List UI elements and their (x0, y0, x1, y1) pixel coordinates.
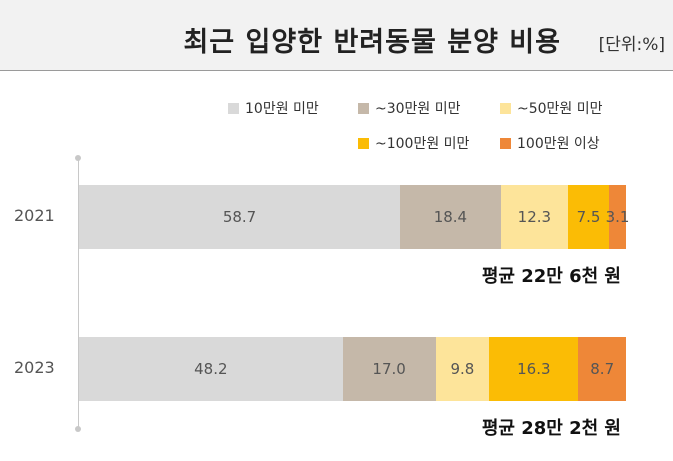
y-axis-line (78, 158, 79, 430)
chart-title: 최근 입양한 반려동물 분양 비용 (183, 27, 561, 58)
data-label: 3.1 (605, 208, 630, 226)
legend-swatch (500, 102, 511, 114)
bar-segment-2023-5: 8.7 (578, 337, 626, 401)
data-label: 18.4 (433, 208, 468, 226)
axis-bottom-dot (75, 426, 81, 432)
data-label: 8.7 (590, 360, 615, 378)
bar-segment-2021-5: 3.1 (606, 185, 629, 249)
data-label: 9.8 (450, 360, 475, 378)
legend-label: ~50만원 미만 (517, 101, 603, 117)
bar-segment-2023-1: 48.2 (79, 337, 343, 401)
bar-segment-2023-4: 16.3 (489, 337, 579, 401)
average-annotation-2023: 평균 28만 2천 원 (481, 418, 621, 439)
category-label-2021: 2021 (14, 206, 55, 225)
legend-item-2: ~30만원 미만 (358, 98, 461, 118)
data-label: 12.3 (517, 208, 552, 226)
legend-label: 100만원 이상 (517, 136, 600, 152)
data-label: 16.3 (517, 360, 551, 378)
legend-swatch (358, 102, 369, 114)
average-annotation-2021: 평균 22만 6천 원 (481, 266, 621, 287)
legend-item-1: 10만원 미만 (228, 98, 319, 118)
header-divider (0, 70, 673, 71)
legend-swatch (358, 137, 369, 149)
stacked-bar-2021: 58.7 18.4 12.3 7.5 3.1 (79, 185, 629, 249)
legend-label: ~100만원 미만 (375, 136, 470, 152)
legend-item-4: ~100만원 미만 (358, 133, 469, 153)
bar-segment-2021-1: 58.7 (79, 185, 401, 249)
bar-segment-2023-3: 9.8 (435, 337, 490, 401)
data-label: 58.7 (222, 208, 257, 226)
legend-label: 10만원 미만 (245, 101, 319, 117)
unit-label: [단위:%] (598, 35, 665, 55)
bar-segment-2021-4: 7.5 (568, 185, 610, 249)
bar-segment-2021-3: 12.3 (500, 185, 568, 249)
legend-label: ~30만원 미만 (375, 101, 461, 117)
data-label: 7.5 (576, 208, 601, 226)
legend-swatch (500, 137, 511, 149)
data-label: 17.0 (372, 360, 406, 378)
axis-top-dot (75, 155, 81, 161)
header (0, 0, 673, 70)
bar-segment-2021-2: 18.4 (400, 185, 501, 249)
legend-item-5: 100만원 이상 (500, 133, 600, 153)
legend-swatch (228, 102, 239, 114)
category-label-2023: 2023 (14, 358, 55, 377)
legend-item-3: ~50만원 미만 (500, 98, 603, 118)
data-label: 48.2 (194, 360, 228, 378)
stacked-bar-2023: 48.2 17.0 9.8 16.3 8.7 (79, 337, 626, 401)
bar-segment-2023-2: 17.0 (342, 337, 436, 401)
